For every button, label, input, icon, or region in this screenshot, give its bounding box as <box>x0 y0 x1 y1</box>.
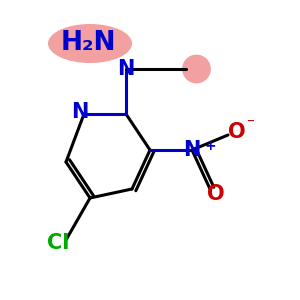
Text: N: N <box>117 59 135 79</box>
Text: Cl: Cl <box>47 233 70 253</box>
Text: O: O <box>207 184 225 203</box>
Text: ⁻: ⁻ <box>248 117 256 132</box>
Ellipse shape <box>48 24 132 63</box>
Text: H₂N: H₂N <box>61 30 116 56</box>
Text: +: + <box>204 139 216 152</box>
Text: N: N <box>183 140 201 160</box>
Text: N: N <box>71 103 88 122</box>
Circle shape <box>182 55 211 83</box>
Text: O: O <box>228 122 246 142</box>
